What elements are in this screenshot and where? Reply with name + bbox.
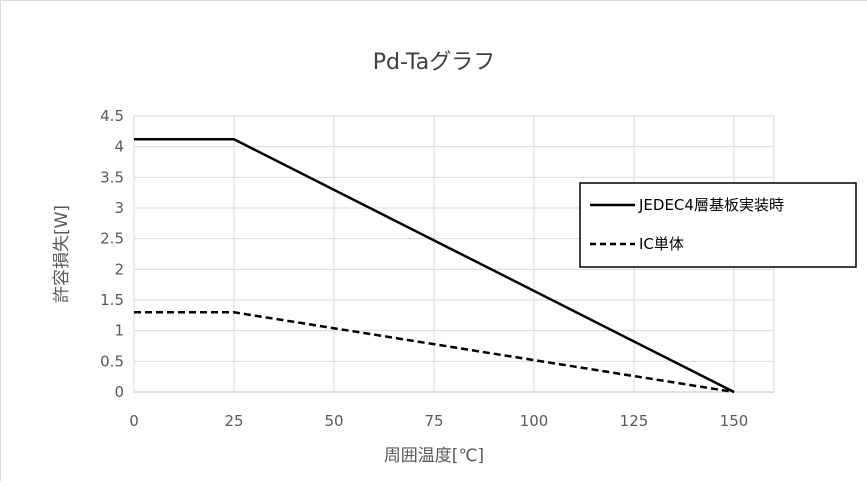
- x-axis-ticks: 0 25 50 75 100 125 150: [129, 412, 748, 430]
- y-tick-label: 1: [114, 322, 124, 340]
- y-tick-label: 0.5: [100, 352, 124, 370]
- x-tick-label: 50: [324, 412, 343, 430]
- series-lines: [134, 138, 735, 394]
- legend: JEDEC4層基板実装時 IC単体: [579, 182, 857, 268]
- y-tick-label: 2: [114, 260, 124, 278]
- x-tick-label: 25: [224, 412, 243, 430]
- y-tick-label: 4.5: [100, 107, 124, 125]
- x-tick-label: 0: [129, 412, 139, 430]
- legend-label-jedec: JEDEC4層基板実装時: [638, 196, 784, 214]
- x-tick-label: 75: [424, 412, 443, 430]
- y-tick-label: 4: [114, 138, 124, 156]
- y-tick-label: 3: [114, 199, 124, 217]
- y-tick-label: 1.5: [100, 291, 124, 309]
- y-tick-label: 3.5: [100, 168, 124, 186]
- x-axis-title: 周囲温度[℃]: [384, 446, 484, 466]
- legend-label-ic: IC単体: [639, 235, 684, 253]
- y-axis-title: 許容損失[W]: [52, 205, 72, 303]
- series-line-jedec: [134, 138, 735, 394]
- x-tick-label: 150: [720, 412, 749, 430]
- series-line-ic: [134, 311, 735, 394]
- x-tick-label: 100: [520, 412, 549, 430]
- legend-box: [579, 182, 857, 268]
- chart-title: Pd-Taグラフ: [373, 50, 495, 75]
- x-tick-label: 125: [620, 412, 649, 430]
- y-axis-ticks: 0 0.5 1 1.5 2 2.5 3 3.5 4 4.5: [100, 107, 124, 401]
- y-tick-label: 0: [114, 383, 124, 401]
- y-tick-label: 2.5: [100, 230, 124, 248]
